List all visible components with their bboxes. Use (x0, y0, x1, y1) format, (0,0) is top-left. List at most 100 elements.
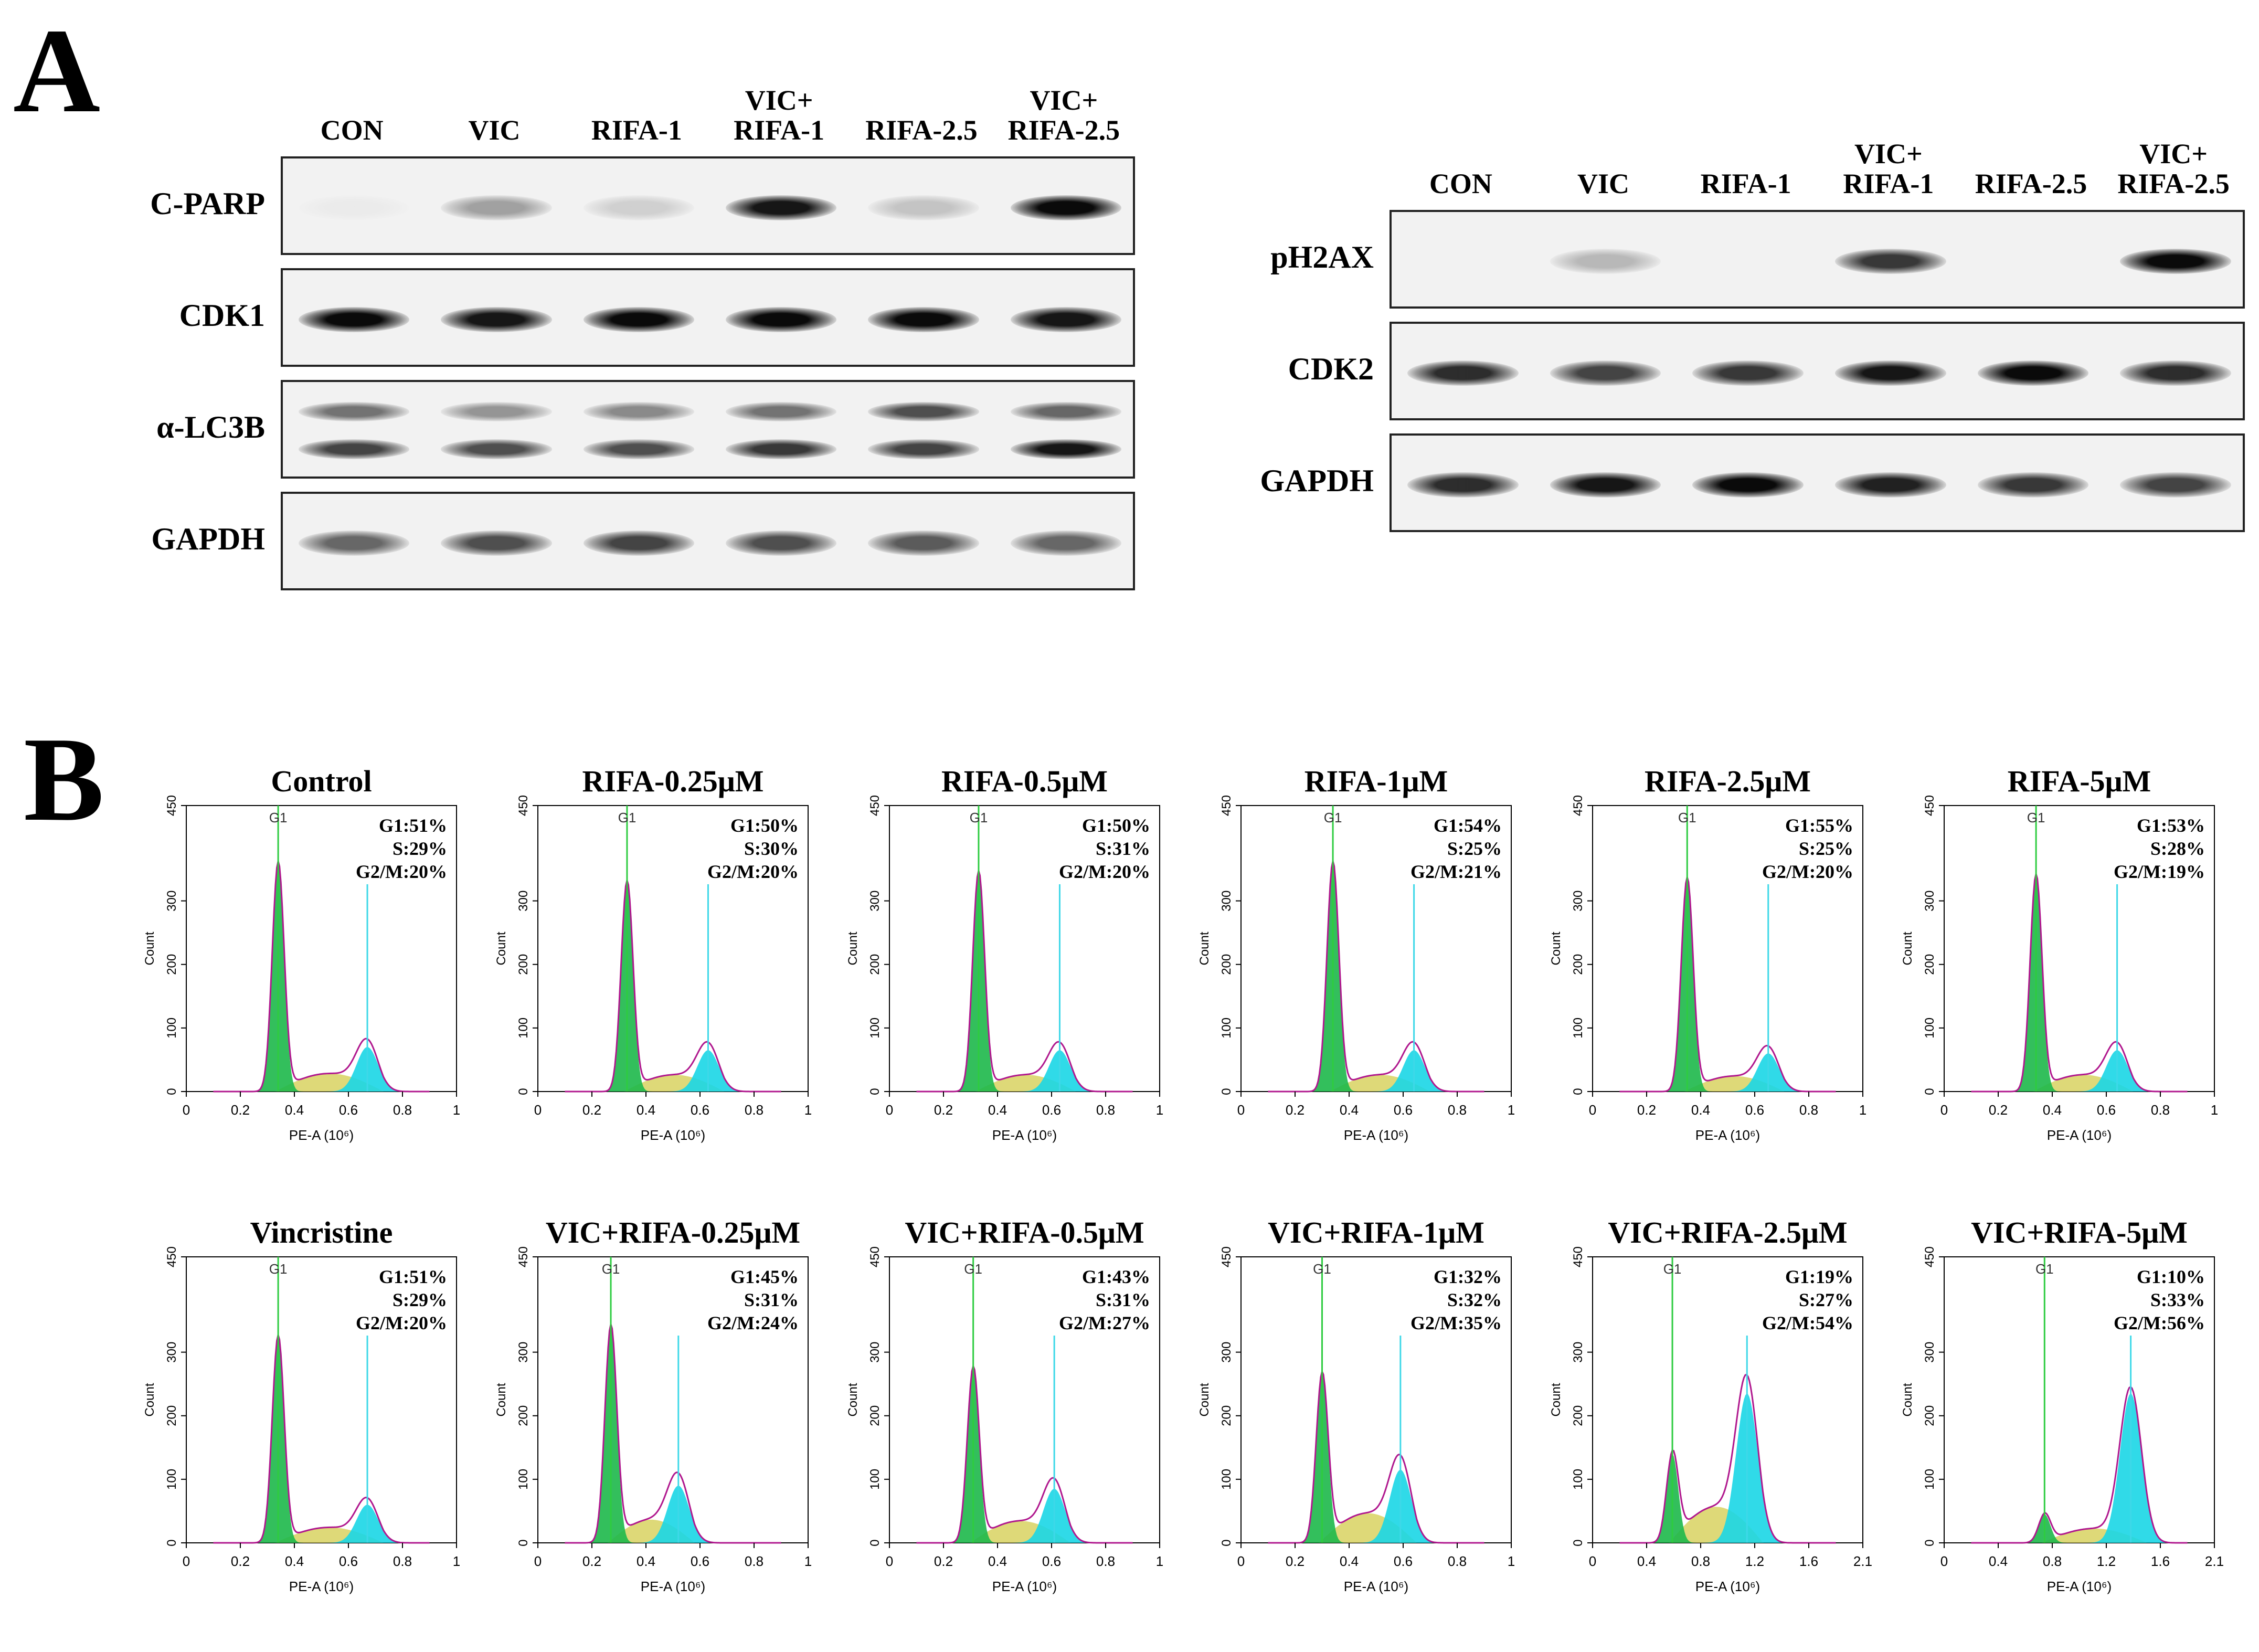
g1-phase-area (565, 1327, 781, 1543)
phase-percentage: S:29% (393, 838, 447, 859)
y-tick-label: 0 (868, 1088, 882, 1095)
y-tick-label: 300 (1571, 1342, 1585, 1363)
phase-percentage: G2/M:20% (707, 861, 799, 882)
g2m-phase-area (1971, 1393, 2188, 1543)
y-tick-label: 0 (1219, 1088, 1234, 1095)
cell-cycle-histogram: G1 G1:32%S:32%G2/M:35% 0 100 200 300 450 Count 0… (1197, 1246, 1515, 1594)
lane-label: VIC (1577, 168, 1629, 199)
lane-label: VIC+ RIFA-2.5 (1007, 84, 1120, 146)
g1-phase-area (213, 863, 430, 1092)
lane-label: CON (1429, 168, 1492, 199)
g1-marker-label: G1 (2035, 1261, 2054, 1277)
x-tick-label: 0.4 (1989, 1553, 2008, 1569)
x-tick-label: 0.4 (285, 1102, 304, 1118)
x-tick-label: 1.6 (1799, 1553, 1818, 1569)
y-tick-label: 0 (516, 1539, 531, 1546)
x-tick-label: 1 (1859, 1102, 1866, 1118)
blot-row-label: GAPDH (1260, 463, 1374, 498)
panel-a-letter: A (13, 4, 101, 137)
y-tick-label: 0 (1219, 1539, 1234, 1546)
x-tick-label: 0 (1940, 1553, 1948, 1569)
phase-percentage: G2/M:54% (1762, 1312, 1853, 1333)
phase-percentage: S:31% (1096, 838, 1150, 859)
blot-row-label: C-PARP (150, 186, 265, 221)
y-tick-label: 450 (165, 795, 179, 816)
x-tick-label: 0.4 (1340, 1102, 1359, 1118)
model-fit-line (1268, 1369, 1484, 1544)
x-tick-label: 0.2 (1637, 1102, 1656, 1118)
phase-percentage: S:29% (393, 1289, 447, 1310)
y-tick-label: 200 (165, 1405, 179, 1426)
phase-percentage: G2/M:56% (2114, 1312, 2205, 1333)
lane-label: RIFA-1 (591, 114, 682, 146)
x-tick-label: 0.4 (1340, 1553, 1359, 1569)
x-tick-label: 0.4 (285, 1553, 304, 1569)
blot-band (1550, 248, 1661, 274)
x-tick-label: 0.4 (988, 1553, 1007, 1569)
x-axis-label: PE-A (10⁶) (641, 1127, 705, 1143)
histogram-title: Control (271, 764, 372, 798)
lane-label: CON (320, 114, 384, 146)
x-tick-label: 0.6 (691, 1102, 709, 1118)
blot-band (868, 530, 979, 556)
y-tick-label: 100 (1219, 1469, 1234, 1490)
x-tick-label: 1 (2211, 1102, 2218, 1118)
panel-b-letter: B (24, 712, 104, 846)
y-axis-label: Count (1197, 1383, 1212, 1416)
x-tick-label: 0.6 (1042, 1553, 1061, 1569)
y-axis-label: Count (846, 931, 860, 965)
g1-marker-label: G1 (2027, 810, 2045, 825)
model-fit-line (916, 870, 1133, 1093)
phase-percentage: G1:51% (379, 815, 447, 836)
cell-cycle-histogram: G1 G1:10%S:33%G2/M:56% 0 100 200 300 450 Count 0… (1901, 1246, 2224, 1594)
blot-band (441, 439, 552, 459)
phase-percentage: G2/M:27% (1059, 1312, 1150, 1333)
blot-strip (1390, 433, 2245, 532)
blot-row-label: GAPDH (151, 522, 265, 556)
phase-percentage: G2/M:35% (1410, 1312, 1502, 1333)
y-tick-label: 300 (1219, 1342, 1234, 1363)
g1-phase-area (565, 882, 781, 1092)
x-axis-label: PE-A (10⁶) (1695, 1579, 1760, 1594)
blot-band (725, 401, 837, 422)
model-fit-line (213, 1331, 430, 1544)
x-tick-label: 0 (1237, 1102, 1245, 1118)
y-tick-label: 300 (1219, 891, 1234, 912)
x-axis-label: PE-A (10⁶) (289, 1579, 354, 1594)
y-axis-label: Count (143, 1383, 157, 1416)
phase-percentage: G2/M:19% (2114, 861, 2205, 882)
blot-band (1977, 472, 2089, 498)
x-tick-label: 0 (886, 1102, 893, 1118)
x-tick-label: 0.4 (637, 1102, 655, 1118)
x-tick-label: 0.8 (745, 1553, 763, 1569)
blot-band (1977, 360, 2089, 386)
x-axis-label: PE-A (10⁶) (2047, 1127, 2112, 1143)
y-tick-label: 100 (1923, 1018, 1937, 1039)
x-tick-label: 0 (1237, 1553, 1245, 1569)
histogram-title: RIFA-0.25μM (582, 764, 764, 798)
x-tick-label: 2.1 (2205, 1553, 2224, 1569)
g1-phase-area (916, 1368, 1133, 1543)
y-tick-label: 200 (516, 954, 531, 975)
g1-marker-label: G1 (618, 810, 637, 825)
y-tick-label: 100 (1923, 1469, 1937, 1490)
y-tick-label: 450 (868, 795, 882, 816)
y-tick-label: 450 (1219, 1246, 1234, 1267)
s-phase-area (1268, 1075, 1484, 1092)
y-tick-label: 0 (516, 1088, 531, 1095)
x-tick-label: 0 (886, 1553, 893, 1569)
phase-percentage: G1:50% (1082, 815, 1150, 836)
cell-cycle-histogram: G1 G1:19%S:27%G2/M:54% 0 100 200 300 450 Count 0… (1549, 1246, 1872, 1594)
histogram-title: RIFA-0.5μM (941, 764, 1108, 798)
histogram-title: VIC+RIFA-0.25μM (545, 1215, 801, 1249)
y-tick-label: 0 (1923, 1539, 1937, 1546)
y-tick-label: 300 (165, 1342, 179, 1363)
x-tick-label: 0.8 (745, 1102, 763, 1118)
x-tick-label: 0.6 (1745, 1102, 1764, 1118)
histogram-title: VIC+RIFA-2.5μM (1608, 1215, 1848, 1249)
cell-cycle-histogram: G1 G1:51%S:29%G2/M:20% 0 100 200 300 450 Count 0… (143, 795, 460, 1143)
blot-band (1010, 401, 1122, 422)
g1-phase-area (213, 1336, 430, 1543)
x-tick-label: 0.4 (1691, 1102, 1710, 1118)
blot-band (1010, 195, 1122, 221)
